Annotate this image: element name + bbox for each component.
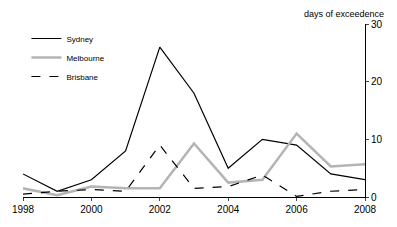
svg-text:10: 10 (371, 134, 383, 145)
svg-text:2000: 2000 (80, 204, 103, 215)
svg-text:days of exceedence: days of exceedence (304, 9, 384, 19)
svg-text:30: 30 (371, 19, 383, 30)
svg-text:2002: 2002 (149, 204, 172, 215)
svg-text:0: 0 (371, 192, 377, 203)
svg-text:Melbourne: Melbourne (66, 54, 104, 63)
svg-text:20: 20 (371, 76, 383, 87)
svg-text:Sydney: Sydney (66, 35, 93, 44)
svg-text:2006: 2006 (285, 204, 308, 215)
svg-text:2008: 2008 (354, 204, 377, 215)
svg-text:1998: 1998 (12, 204, 35, 215)
svg-text:2004: 2004 (217, 204, 240, 215)
svg-text:Brisbane: Brisbane (66, 73, 98, 82)
